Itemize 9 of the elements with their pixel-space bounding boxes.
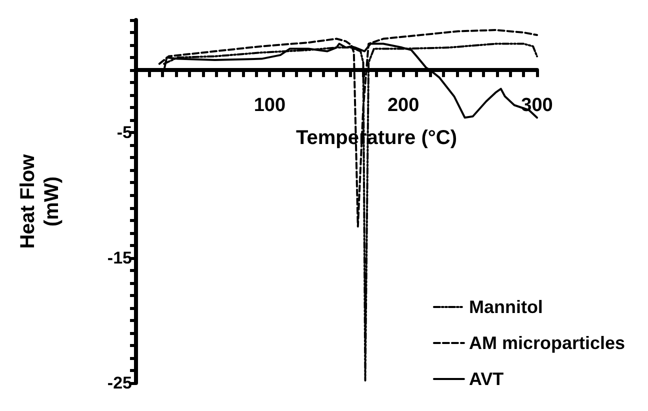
y-tick-label: -15 (107, 248, 132, 268)
legend-label: AVT (468, 369, 504, 389)
y-tick-label: -25 (107, 374, 132, 392)
x-tick-label: 300 (521, 95, 553, 116)
x-tick-label: 200 (387, 95, 420, 116)
x-tick-label: 100 (254, 95, 286, 116)
legend-label: Mannitol (468, 297, 543, 317)
legend-label: AM microparticles (468, 333, 626, 353)
y-axis-title: Heat Flow (mW) (17, 154, 63, 249)
